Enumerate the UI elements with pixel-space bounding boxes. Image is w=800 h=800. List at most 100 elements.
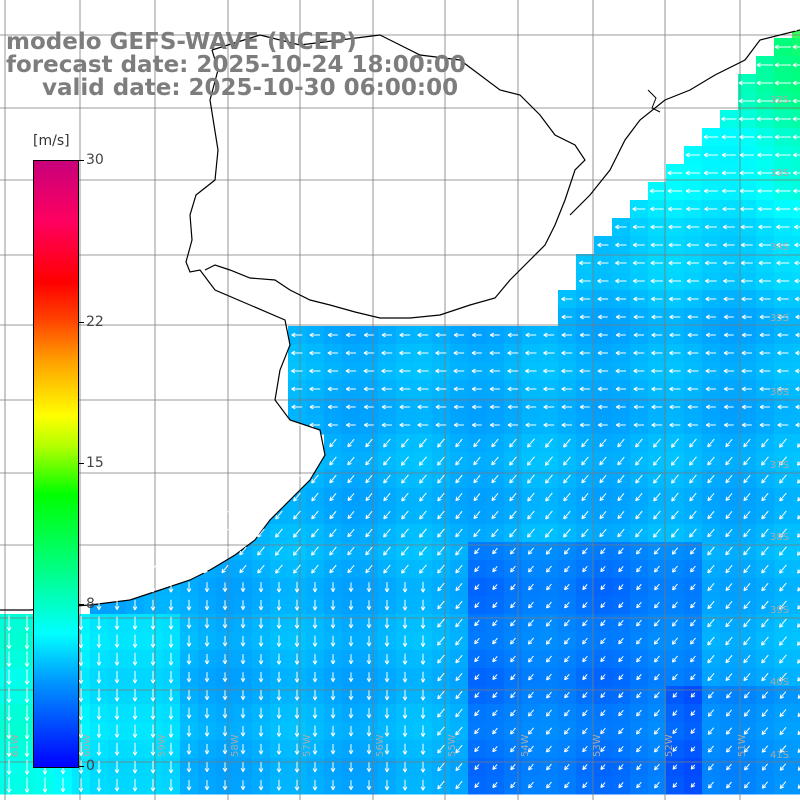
- wind-arrow-head: [579, 406, 584, 410]
- wind-arrow-head: [703, 152, 708, 156]
- wind-arrow-head: [579, 424, 584, 428]
- wind-arrow-head: [528, 714, 533, 717]
- wind-arrow: [797, 659, 800, 664]
- wind-arrow-head: [291, 404, 296, 408]
- wind-arrow-head: [597, 388, 602, 392]
- wind-arrow-head: [543, 422, 548, 426]
- wind-arrow-head: [260, 750, 264, 755]
- wind-arrow-head: [708, 786, 713, 789]
- wind-arrow-head: [132, 588, 136, 593]
- wind-arrow-head: [779, 714, 784, 718]
- wind-arrow-head: [703, 154, 708, 158]
- wind-arrow-head: [774, 82, 779, 86]
- wind-arrow-head: [222, 642, 226, 647]
- wind-arrow-head: [240, 714, 244, 719]
- wind-arrow-head: [347, 514, 350, 519]
- wind-arrow-head: [437, 588, 442, 592]
- wind-arrow-head: [186, 750, 190, 755]
- wind-arrow-head: [776, 260, 781, 264]
- wind-arrow-head: [742, 406, 747, 410]
- wind-arrow-head: [384, 696, 388, 701]
- wind-arrow-head: [795, 404, 800, 408]
- wind-arrow-head: [509, 535, 514, 538]
- wind-arrow-head: [545, 496, 547, 502]
- wind-arrow: [510, 655, 516, 663]
- wind-arrow: [365, 456, 373, 466]
- wind-arrow-head: [795, 350, 800, 354]
- wind-arrow-head: [723, 278, 728, 282]
- wind-arrow-head: [507, 332, 512, 336]
- colorbar-tick-mark: [78, 766, 84, 767]
- wind-arrow-head: [687, 406, 692, 410]
- wind-arrow-head: [8, 680, 12, 685]
- wind-arrow: [671, 619, 679, 627]
- wind-arrow-head: [564, 642, 569, 645]
- wind-arrow-head: [779, 515, 781, 520]
- wind-arrow-head: [204, 786, 208, 791]
- wind-arrow: [528, 565, 534, 573]
- wind-arrow-head: [705, 314, 710, 318]
- wind-arrow-head: [615, 422, 620, 426]
- wind-arrow-head: [350, 750, 354, 755]
- wind-arrow: [329, 510, 337, 520]
- wind-arrow-head: [222, 785, 226, 790]
- wind-arrow-head: [327, 388, 332, 392]
- wind-arrow-head: [491, 478, 494, 483]
- wind-arrow: [779, 492, 787, 502]
- wind-arrow: [761, 564, 769, 574]
- wind-arrow-head: [222, 605, 226, 610]
- wind-arrow-head: [774, 80, 779, 84]
- wind-arrow-head: [419, 481, 424, 484]
- colorbar-tick-mark: [78, 604, 84, 606]
- wind-arrow-head: [669, 406, 674, 410]
- wind-arrow-head: [399, 350, 404, 354]
- wind-arrow-head: [653, 496, 655, 502]
- wind-arrow-head: [600, 585, 603, 590]
- wind-arrow-head: [474, 621, 476, 626]
- wind-arrow-head: [582, 549, 584, 555]
- wind-arrow-head: [311, 535, 316, 538]
- wind-arrow-head: [633, 334, 638, 338]
- wind-arrow-head: [399, 368, 404, 372]
- wind-arrow: [491, 474, 499, 484]
- wind-arrow-head: [383, 443, 385, 448]
- wind-arrow-head: [242, 660, 246, 665]
- wind-arrow-head: [474, 657, 477, 662]
- wind-arrow: [437, 600, 445, 610]
- wind-arrow-head: [473, 498, 478, 502]
- wind-arrow: [654, 655, 660, 663]
- wind-arrow-head: [653, 550, 656, 555]
- wind-arrow-head: [618, 677, 623, 681]
- wind-arrow-head: [419, 445, 424, 448]
- wind-arrow: [707, 654, 715, 664]
- wind-arrow-head: [419, 535, 424, 538]
- wind-arrow-head: [687, 368, 692, 372]
- wind-arrow: [437, 690, 445, 700]
- wind-arrow-head: [509, 443, 511, 448]
- wind-arrow: [474, 674, 480, 680]
- wind-arrow-head: [739, 154, 744, 158]
- wind-arrow-head: [346, 424, 351, 428]
- wind-arrow-head: [636, 642, 641, 645]
- wind-arrow-head: [80, 626, 84, 631]
- wind-arrow-head: [617, 463, 622, 466]
- wind-arrow-head: [561, 368, 566, 372]
- wind-arrow-head: [332, 732, 336, 737]
- wind-arrow-head: [44, 770, 48, 775]
- wind-arrow: [582, 709, 588, 717]
- wind-arrow: [636, 583, 642, 591]
- wind-arrow: [329, 438, 337, 448]
- wind-arrow-head: [618, 749, 623, 753]
- wind-arrow-head: [600, 659, 605, 663]
- wind-arrow-head: [797, 676, 799, 682]
- wind-arrow: [797, 641, 800, 646]
- wind-arrow: [582, 745, 588, 753]
- wind-arrow-head: [332, 624, 336, 629]
- wind-arrow-head: [386, 624, 390, 629]
- wind-arrow-head: [275, 553, 280, 556]
- colorbar-unit: [m/s]: [33, 133, 70, 149]
- colorbar-tick-label: 22: [86, 313, 104, 330]
- lon-label: 54W: [520, 734, 531, 757]
- wind-arrow: [744, 763, 750, 771]
- wind-arrow-head: [636, 785, 641, 789]
